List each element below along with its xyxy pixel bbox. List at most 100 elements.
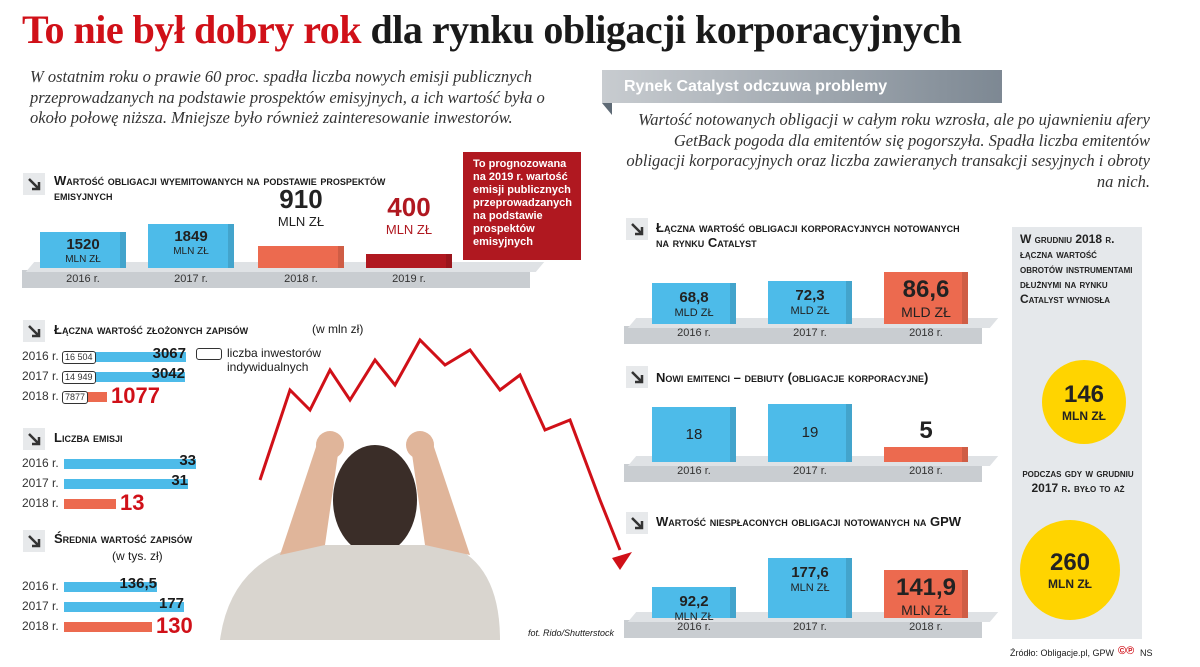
banner-tail — [602, 103, 612, 115]
photo-credit: fot. Rido/Shutterstock — [528, 628, 615, 638]
circle1-value: 146 — [1063, 381, 1105, 408]
chart7-tick: 2018 r. — [909, 621, 943, 633]
chart2-investors: 14 949 — [62, 371, 96, 384]
chart2-investors: 16 504 — [62, 351, 96, 364]
chart6-tick: 2018 r. — [909, 465, 943, 477]
right-lead-text: Wartość notowanych obligacji w całym rok… — [626, 110, 1150, 191]
chart1-tick: 2019 r. — [392, 273, 426, 285]
logo-icon: ©℗ — [1118, 645, 1135, 657]
chart7-platform — [624, 620, 982, 638]
chart5-platform — [624, 326, 982, 344]
side-text-2: podczas gdy w grudniu 2017 r. było to aż — [1022, 466, 1134, 495]
chart7-bar — [768, 558, 852, 618]
chart2-tick: 2018 r. — [22, 389, 59, 403]
chart1-tick: 2016 r. — [66, 273, 100, 285]
chart1-tick: 2018 r. — [284, 273, 318, 285]
chart5-bar — [884, 272, 968, 324]
circle-146: 146 MLN ZŁ — [1042, 360, 1126, 444]
chart4-value: 130 — [156, 613, 193, 638]
chart7-title: Wartość niespłaconych obligacji notowany… — [656, 514, 962, 529]
chart6-value: 5 — [919, 417, 933, 444]
source-note: Źródło: Obligacje.pl, GPW — [1010, 648, 1115, 658]
chart1-bar — [366, 254, 452, 268]
chart7-bar — [652, 587, 736, 618]
right-banner: Rynek Catalyst odczuwa problemy — [602, 70, 1002, 103]
trend-line — [258, 337, 632, 570]
chart5-tick: 2016 r. — [677, 327, 711, 339]
chart7-value: 177,6 — [791, 564, 829, 581]
chart1-bar — [40, 232, 126, 268]
chart1-value: 1849 — [174, 228, 208, 245]
legend-investors-label: liczba inwestorów indywidualnych — [227, 346, 322, 374]
chart3-bar — [64, 459, 196, 469]
chart1-value: 1520 — [66, 236, 100, 253]
chart5-value: 72,3 — [795, 287, 825, 304]
chart7-unit: MLN ZŁ — [901, 602, 951, 618]
arrow-down-right-icon — [23, 530, 45, 552]
chart3-bar — [64, 479, 188, 489]
chart5-bar — [652, 283, 736, 324]
chart5-unit: MLD ZŁ — [901, 304, 951, 320]
chart3-tick: 2017 r. — [22, 476, 59, 490]
chart6-platform — [624, 464, 982, 482]
chart1-bar — [258, 246, 344, 268]
arrow-down-right-icon — [626, 512, 648, 534]
arrow-down-right-icon — [23, 173, 45, 195]
chart7-unit: MLN ZŁ — [674, 611, 714, 623]
chart1-title: Wartość obligacji wyemitowanych na podst… — [54, 173, 386, 203]
chart1-unit: MLN ZŁ — [277, 214, 325, 229]
man-photo — [220, 431, 500, 640]
page-title: To nie był dobry rok dla rynku obligacji… — [22, 6, 962, 53]
title-dark: dla rynku obligacji korporacyjnych — [370, 7, 962, 52]
chart4-bar — [64, 582, 157, 592]
chart4-title: Średnia wartość zapisów — [54, 531, 193, 546]
chart5-bar — [768, 281, 852, 324]
chart1-unit: MLN ZŁ — [173, 246, 209, 257]
circle-260: 260 MLN ZŁ — [1020, 520, 1120, 620]
chart6-value: 19 — [801, 424, 819, 441]
chart3-tick: 2016 r. — [22, 456, 59, 470]
chart2-title: Łączna wartość złożonych zapisów — [54, 322, 249, 337]
chart2-bar — [64, 352, 186, 362]
chart1-value: 910 — [279, 184, 323, 214]
signature: NS — [1140, 648, 1153, 658]
chart1-value: 400 — [387, 192, 431, 222]
chart5-tick: 2017 r. — [793, 327, 827, 339]
chart1-platform — [22, 270, 530, 288]
arrow-down-right-icon — [23, 428, 45, 450]
chart1-tick: 2017 r. — [174, 273, 208, 285]
chart5-value: 68,8 — [679, 289, 709, 306]
chart6-tick: 2017 r. — [793, 465, 827, 477]
chart6-tick: 2016 r. — [677, 465, 711, 477]
chart4-value: 136,5 — [119, 575, 157, 592]
chart2-value: 1077 — [111, 383, 160, 408]
chart4-tick: 2017 r. — [22, 599, 59, 613]
chart1-unit: MLN ZŁ — [385, 222, 433, 237]
chart2-value: 3067 — [152, 345, 186, 362]
chart1-unit: MLN ZŁ — [65, 254, 101, 265]
circle1-unit: MLN ZŁ — [1062, 409, 1106, 423]
chart3-value: 31 — [171, 472, 188, 489]
lead-text: W ostatnim roku o prawie 60 proc. spadła… — [30, 67, 545, 127]
chart2-tick: 2017 r. — [22, 369, 59, 383]
chart4-subtitle: (w tys. zł) — [112, 549, 163, 563]
chart5-value: 86,6 — [902, 276, 950, 303]
chart4-value: 177 — [158, 595, 184, 612]
chart6-bar — [652, 407, 736, 462]
chart4-bar — [64, 602, 184, 612]
arrow-down-right-icon — [626, 218, 648, 240]
side-text-1: W grudniu 2018 r. łączna wartość obrotów… — [1020, 232, 1133, 306]
chart2-value: 3042 — [151, 365, 185, 382]
legend-investors-swatch — [196, 348, 222, 360]
chart7-bar — [884, 570, 968, 618]
chart4-tick: 2018 r. — [22, 619, 59, 633]
chart7-value: 141,9 — [895, 574, 957, 601]
chart5-tick: 2018 r. — [909, 327, 943, 339]
chart5-unit: MLD ZŁ — [674, 307, 714, 319]
arrow-down-right-icon — [23, 320, 45, 342]
chart7-unit: MLN ZŁ — [790, 582, 830, 594]
chart1-bar — [148, 224, 234, 268]
chart3-title: Liczba emisji — [54, 430, 123, 445]
chart5-title: Łączna wartość obligacji korporacyjnych … — [656, 220, 960, 250]
chart3-tick: 2018 r. — [22, 496, 59, 510]
